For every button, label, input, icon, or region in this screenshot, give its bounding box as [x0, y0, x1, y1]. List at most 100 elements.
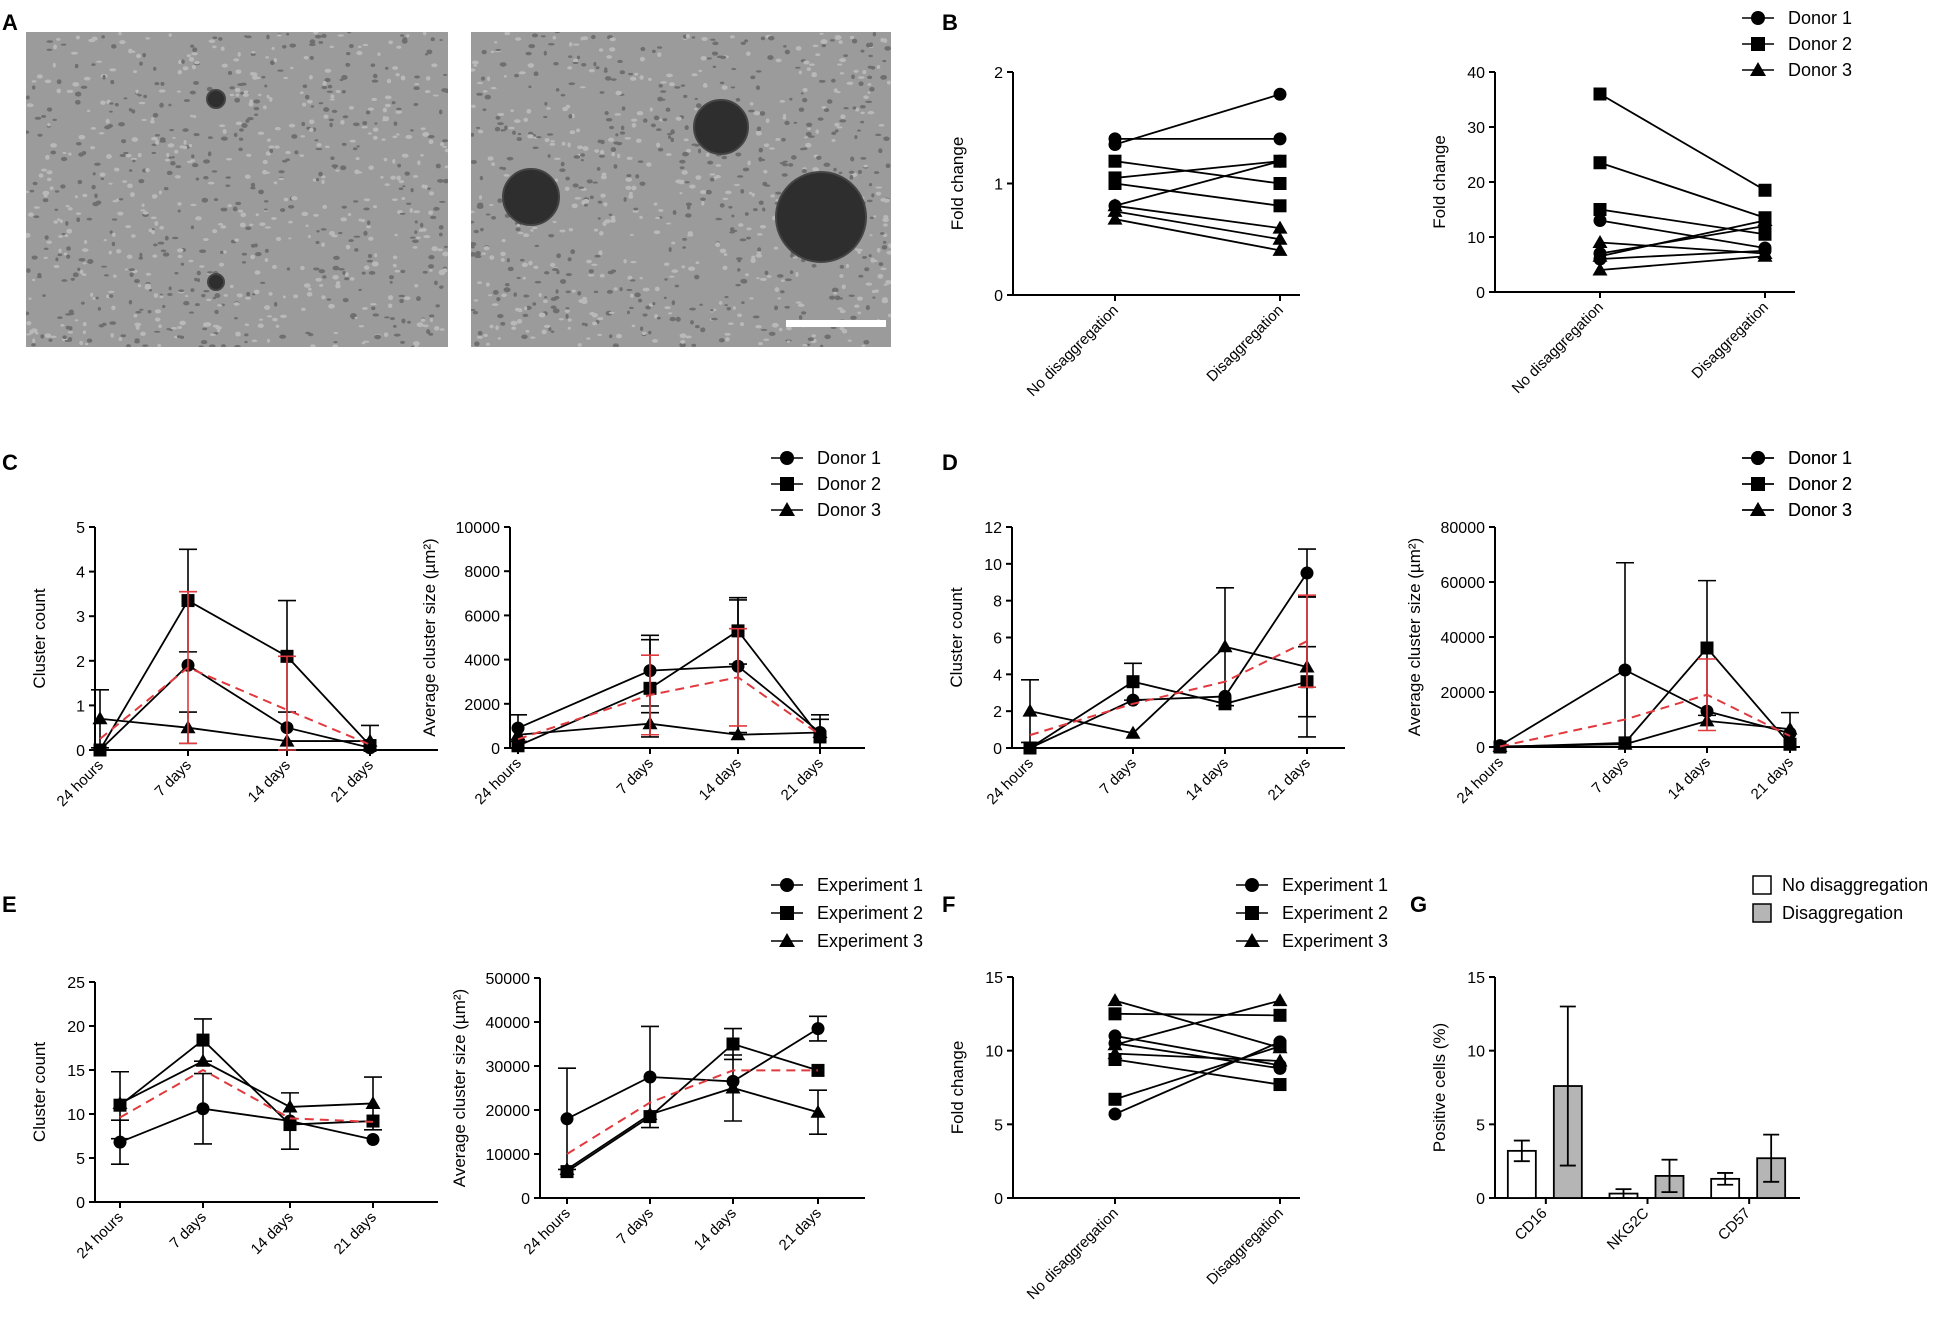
series-line: [1114, 1012, 1281, 1017]
data-point-square: [1593, 87, 1607, 101]
y-tick-label: 10: [985, 1044, 1003, 1061]
series-line: [1114, 160, 1281, 207]
x-tick-label: 21 days: [776, 1205, 825, 1254]
legend-marker-triangle: [779, 933, 795, 947]
data-point-square: [1023, 741, 1037, 755]
data-point-triangle: [810, 1104, 826, 1118]
data-point-square: [1593, 203, 1607, 216]
series-line: [1499, 668, 1791, 747]
legend-marker-triangle: [1244, 933, 1260, 947]
data-point-circle: [1618, 663, 1632, 677]
series-line: [517, 722, 821, 736]
y-tick-label: 0: [76, 1195, 85, 1212]
y-axis-label: Average cluster size (µm²): [1405, 538, 1424, 736]
y-tick-label: 2000: [464, 697, 500, 714]
data-point-triangle: [1272, 1040, 1288, 1054]
series-line: [1114, 999, 1281, 1046]
series-line: [1599, 219, 1766, 258]
data-point-triangle: [365, 1095, 381, 1109]
y-tick-label: 0: [1476, 1191, 1485, 1208]
series-line: [566, 1087, 819, 1171]
y-tick-label: 1: [76, 698, 85, 715]
data-point-triangle: [1107, 211, 1123, 225]
data-point-triangle: [559, 1161, 575, 1175]
data-point-triangle: [812, 725, 828, 739]
legend-marker-circle: [1751, 451, 1765, 465]
series-line: [1599, 241, 1766, 255]
data-point-circle: [1273, 87, 1287, 101]
legend-label: Donor 1: [1788, 448, 1852, 468]
series-line: [1114, 182, 1281, 207]
cell-cluster: [207, 273, 225, 291]
y-axis-label: Positive cells (%): [1430, 1023, 1449, 1152]
series-line: [99, 664, 371, 751]
mean-line: [566, 1069, 818, 1155]
data-point-triangle: [1217, 639, 1233, 653]
data-point-triangle: [1272, 242, 1288, 256]
x-tick-label: 14 days: [1665, 754, 1714, 803]
panel-letter-F: F: [942, 892, 955, 917]
y-axis-label: Cluster count: [30, 1042, 49, 1142]
data-point-circle: [811, 1022, 825, 1036]
y-tick-label: 0: [993, 741, 1002, 758]
series-line: [1114, 160, 1281, 185]
y-axis-label: Fold change: [1430, 135, 1449, 229]
x-tick-label: 14 days: [696, 755, 745, 804]
legend-label: Experiment 2: [817, 903, 923, 923]
data-point-triangle: [1592, 262, 1608, 276]
panel-letter-D: D: [942, 450, 958, 475]
legend-label: Donor 2: [1788, 34, 1852, 54]
cell-cluster: [206, 89, 226, 109]
data-point-circle: [1108, 137, 1122, 151]
x-tick-label: 7 days: [152, 757, 195, 800]
legend-label: Experiment 1: [1282, 875, 1388, 895]
x-tick-label: 14 days: [248, 1209, 297, 1258]
data-point-circle: [1273, 132, 1287, 146]
data-point-square: [1700, 641, 1714, 655]
y-axis-label: Cluster count: [30, 588, 49, 688]
y-tick-label: 10: [67, 1107, 85, 1124]
data-point-square: [1108, 1007, 1122, 1021]
legend-marker-square: [1751, 37, 1765, 51]
y-tick-label: 25: [67, 975, 85, 992]
legend-marker-square: [780, 477, 794, 491]
x-tick-label: 21 days: [1265, 755, 1314, 804]
y-tick-label: 30: [1467, 120, 1485, 137]
legend-marker-triangle: [779, 502, 795, 516]
data-point-square: [93, 743, 107, 757]
cell-cluster: [775, 171, 867, 263]
data-point-triangle: [92, 711, 108, 725]
x-tick-label: 14 days: [245, 757, 294, 806]
legend-label: Donor 3: [1788, 500, 1852, 520]
x-tick-label: 21 days: [328, 757, 377, 806]
y-tick-label: 40000: [1441, 630, 1486, 647]
series-line: [1599, 255, 1766, 271]
x-tick-label: 24 hours: [521, 1205, 574, 1258]
y-axis-label: Fold change: [948, 1041, 967, 1135]
series-line: [1599, 208, 1766, 236]
x-tick-label: 21 days: [331, 1209, 380, 1258]
legend-label: Donor 3: [817, 500, 881, 520]
data-point-circle: [1108, 1107, 1122, 1121]
y-tick-label: 50000: [486, 971, 531, 988]
x-tick-label: 24 hours: [984, 755, 1037, 808]
legend-marker-circle: [1751, 11, 1765, 25]
legend-label: Experiment 3: [817, 931, 923, 951]
y-tick-label: 0: [994, 288, 1003, 305]
series-line: [1114, 160, 1281, 179]
data-point-circle: [643, 1070, 657, 1084]
y-tick-label: 0: [521, 1191, 530, 1208]
x-tick-label: 24 hours: [1454, 754, 1507, 807]
series-line: [119, 1060, 374, 1108]
cell-cluster: [693, 99, 749, 155]
y-tick-label: 5: [994, 1117, 1003, 1134]
data-point-square: [1273, 154, 1287, 168]
y-tick-label: 20000: [1441, 685, 1486, 702]
data-point-circle: [196, 1102, 210, 1116]
x-tick-label: 21 days: [778, 755, 827, 804]
y-tick-label: 6000: [464, 608, 500, 625]
y-tick-label: 0: [994, 1191, 1003, 1208]
series-line: [1114, 1041, 1281, 1115]
series-line: [1599, 93, 1766, 192]
x-tick-label: 7 days: [1097, 755, 1140, 798]
